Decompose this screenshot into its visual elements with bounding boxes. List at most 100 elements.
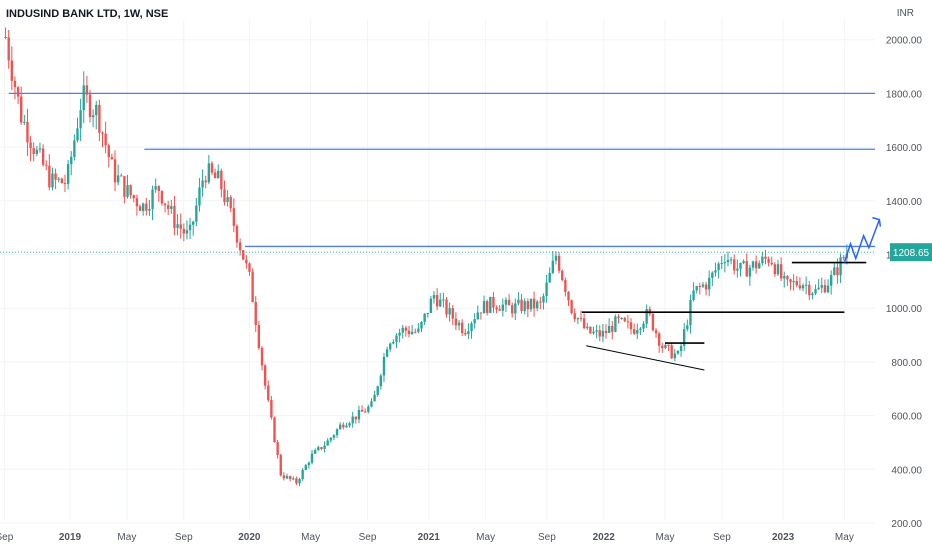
candle-body — [141, 203, 145, 211]
candle-body — [776, 264, 780, 275]
candle-body — [758, 263, 761, 269]
candle-body — [129, 185, 132, 196]
candle-body — [823, 285, 827, 293]
candle-body — [417, 328, 420, 332]
candle-body — [248, 263, 251, 272]
x-tick-label: May — [476, 532, 495, 543]
candle-body — [817, 287, 820, 290]
candle-body — [254, 302, 257, 326]
candle-body — [717, 263, 720, 271]
x-tick-label: 2021 — [418, 532, 441, 543]
candle-body — [85, 85, 89, 95]
candle-body — [57, 178, 60, 180]
candle-body — [432, 295, 436, 299]
candle-body — [620, 317, 623, 319]
candle-body — [470, 323, 473, 332]
candle-body — [166, 205, 170, 209]
candle-body — [570, 300, 573, 314]
candle-body — [448, 308, 451, 315]
candle-body — [201, 180, 204, 188]
candle-body — [695, 286, 698, 291]
candle-body — [401, 327, 404, 333]
candle-body — [157, 186, 160, 192]
candle-body — [476, 312, 479, 320]
candle-body — [664, 344, 667, 349]
candle-body — [385, 349, 389, 357]
candle-body — [35, 149, 39, 154]
candle-body — [723, 262, 727, 264]
candle-body — [586, 326, 589, 329]
candle-body — [79, 110, 82, 129]
candle-body — [770, 262, 773, 265]
candle-body — [595, 330, 598, 332]
candle-body — [170, 206, 173, 209]
candle-body — [842, 257, 845, 259]
candle-body — [542, 296, 545, 303]
candle-body — [217, 170, 220, 179]
candle-body — [329, 437, 332, 441]
candle-body — [423, 313, 426, 322]
candle-body — [76, 128, 79, 141]
candle-body — [623, 317, 626, 322]
candle-body — [473, 319, 476, 324]
candle-body — [404, 327, 408, 331]
candle-body — [304, 465, 307, 470]
candle-body — [173, 206, 176, 228]
candle-body — [313, 450, 317, 454]
y-tick-label: 1600.00 — [886, 143, 923, 154]
candle-body — [429, 298, 433, 313]
candle-body — [220, 170, 223, 190]
candle-body — [792, 280, 795, 283]
candle-body — [639, 328, 642, 330]
candle-body — [270, 400, 273, 418]
candle-body — [745, 261, 748, 277]
candle-body — [263, 365, 267, 386]
candle-body — [545, 282, 548, 297]
candle-body — [557, 255, 561, 271]
candle-body — [714, 270, 717, 273]
candle-body — [783, 276, 786, 279]
candle-body — [667, 344, 670, 346]
candle-body — [282, 475, 286, 479]
candle-body — [651, 313, 655, 331]
candle-body — [360, 409, 364, 412]
candle-body — [13, 80, 17, 88]
candle-body — [801, 285, 805, 289]
candle-body — [698, 286, 702, 288]
candle-body — [16, 87, 20, 97]
candle-body — [267, 385, 270, 401]
candle-body — [148, 208, 151, 211]
candle-body — [195, 205, 198, 222]
candle-body — [370, 401, 373, 407]
candle-body — [536, 301, 539, 309]
x-tick-label: 2022 — [593, 532, 616, 543]
candle-body — [410, 331, 414, 335]
candle-body — [754, 261, 758, 269]
candle-body — [10, 60, 14, 81]
candle-body — [539, 301, 542, 303]
candle-body — [257, 325, 261, 348]
candle-body — [23, 121, 26, 123]
candle-body — [751, 261, 755, 268]
candle-body — [395, 335, 398, 342]
candle-body — [561, 270, 564, 281]
last-price-badge — [890, 243, 932, 262]
candle-body — [632, 329, 636, 334]
candle-body — [654, 330, 658, 334]
candle-body — [507, 299, 511, 306]
candle-body — [520, 299, 523, 312]
projection-arrow — [843, 219, 881, 263]
candle-body — [532, 298, 536, 309]
x-tick-label: 2023 — [772, 532, 795, 543]
candle-body — [479, 312, 483, 314]
candle-body — [789, 279, 792, 283]
candle-body — [485, 301, 489, 313]
x-tick-label: Sep — [713, 532, 731, 543]
candle-body — [398, 332, 401, 336]
candle-body — [66, 164, 70, 184]
candle-body — [235, 225, 239, 243]
currency-label: INR — [896, 8, 914, 19]
y-tick-label: 1400.00 — [886, 197, 923, 208]
candle-body — [98, 104, 101, 133]
